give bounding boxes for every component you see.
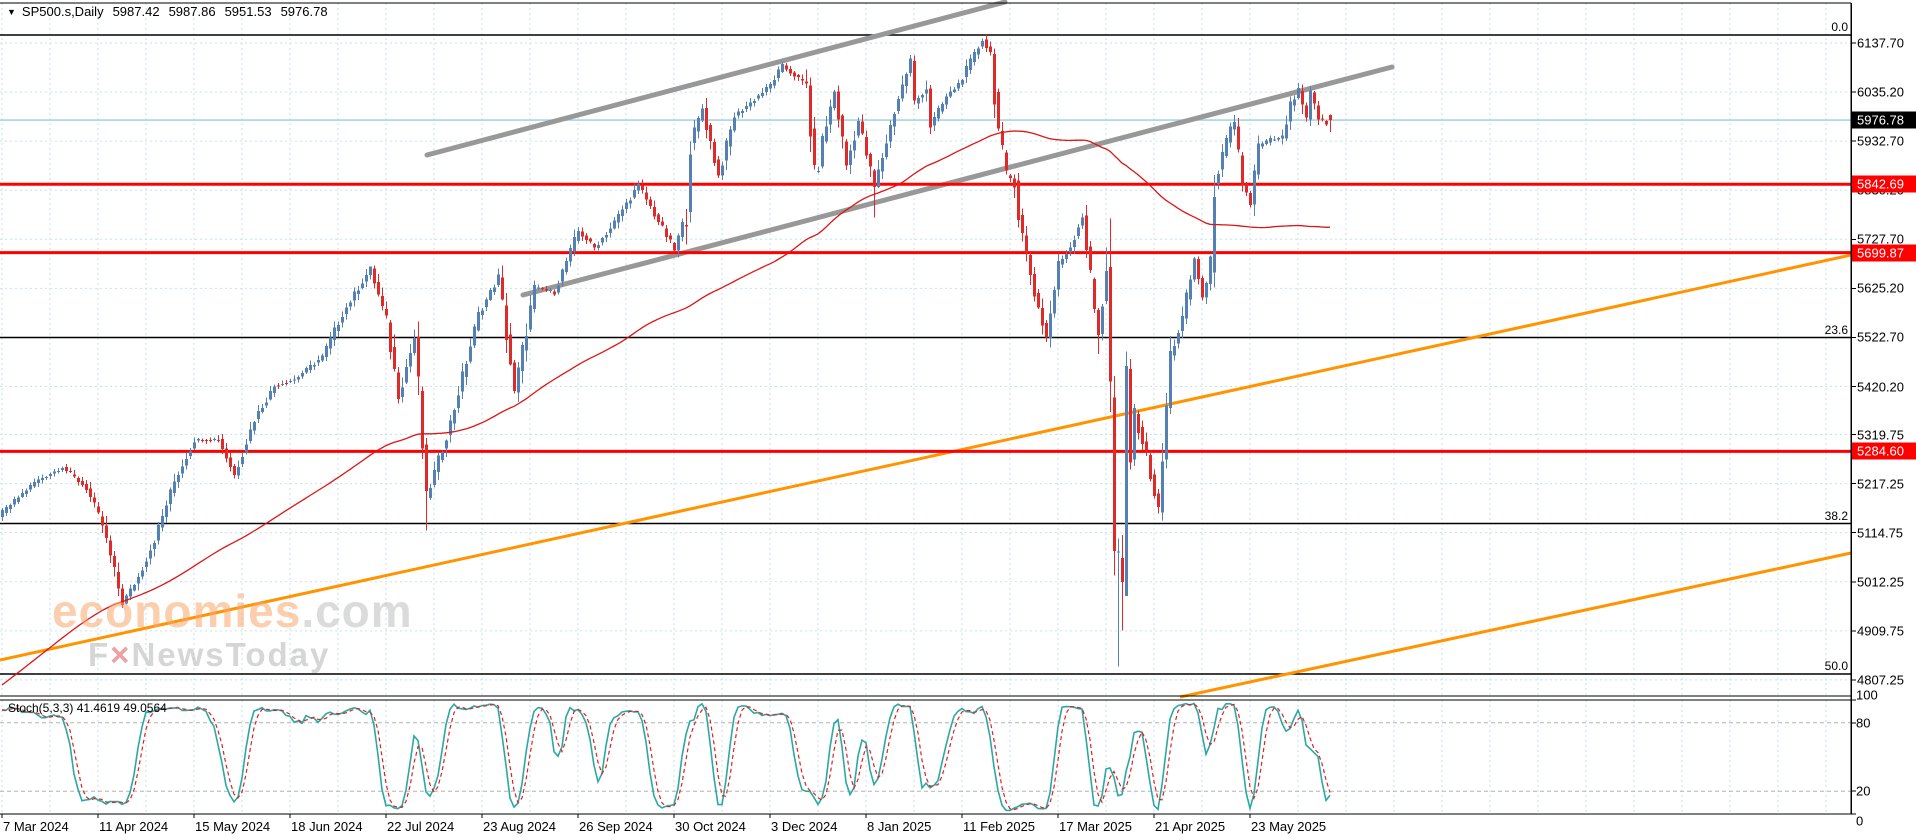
- price-axis-label: 5217.25: [1857, 476, 1904, 492]
- chart-header: ▼ SP500.s,Daily 5987.42 5987.86 5951.53 5976.…: [7, 4, 328, 19]
- watermark-x-icon: ×: [110, 636, 132, 673]
- chevron-down-icon[interactable]: ▼: [7, 7, 16, 17]
- grid-lines: [0, 3, 1851, 814]
- moving-average-line: [1, 130, 1331, 686]
- stochastic-lines: [1, 702, 1331, 812]
- watermark-domain: .com: [301, 585, 413, 637]
- price-axis-label: 6035.20: [1857, 84, 1904, 100]
- watermark-brand: economies: [52, 585, 302, 637]
- date-axis-label[interactable]: 23 May 2025: [1251, 819, 1327, 834]
- orange-trendlines: [0, 253, 1852, 699]
- price-axis-label: 5012.25: [1857, 574, 1904, 590]
- stochastic-axis-label: 0: [1856, 813, 1864, 829]
- symbol-timeframe-label: SP500.s,Daily: [21, 4, 104, 19]
- ohlc-low-value: 5951.53: [224, 4, 272, 19]
- watermark-sub-rest: NewsToday: [131, 636, 331, 673]
- price-axis-label: 5319.75: [1857, 427, 1904, 443]
- fib-level-label: 38.2: [1824, 508, 1848, 523]
- date-axis-label[interactable]: 17 Mar 2025: [1059, 819, 1132, 834]
- date-axis-label[interactable]: 8 Jan 2025: [867, 819, 932, 834]
- stochastic-main-line: [1, 702, 1331, 812]
- stochastic-axis-label: 100: [1856, 687, 1878, 703]
- date-axis-label[interactable]: 11 Feb 2025: [963, 819, 1036, 834]
- fib-level-label: 50.0: [1824, 659, 1848, 673]
- candles-group: [1, 34, 1332, 667]
- date-axis-label[interactable]: 11 Apr 2024: [99, 819, 169, 834]
- stochastic-indicator-label: Stoch(5,3,3) 41.4619 49.0564: [8, 701, 167, 715]
- date-axis-label[interactable]: 3 Dec 2024: [771, 819, 838, 834]
- stochastic-axis-label: 80: [1856, 715, 1871, 731]
- watermark-sub-f: F: [88, 636, 111, 673]
- watermark-logo: economies.com: [52, 588, 413, 634]
- price-axis-label: 5522.70: [1857, 329, 1904, 345]
- date-axis-label[interactable]: 15 May 2024: [195, 819, 271, 834]
- date-axis-label[interactable]: 18 Jun 2024: [291, 819, 363, 834]
- ohlc-open-value: 5987.42: [112, 4, 160, 19]
- fib-level-label: 23.6: [1824, 322, 1848, 337]
- date-axis-label[interactable]: 30 Oct 2024: [675, 819, 746, 834]
- gray-trend-channel: [424, 0, 1395, 298]
- price-axis-label: 5420.20: [1857, 379, 1904, 394]
- support-resistance-lines: [0, 182, 1851, 453]
- price-marker-label: 5842.69: [1852, 175, 1916, 193]
- price-axis-label: 5625.20: [1857, 280, 1904, 296]
- ohlc-high-value: 5987.86: [168, 4, 216, 19]
- price-axis-label: 4909.75: [1857, 623, 1904, 639]
- date-axis-label[interactable]: 22 Jul 2024: [387, 819, 455, 834]
- price-marker-label: 5284.60: [1852, 442, 1916, 460]
- moving-average: [1, 130, 1331, 686]
- fibonacci-lines: [0, 34, 1851, 675]
- date-axis-label[interactable]: 7 Mar 2024: [3, 819, 69, 834]
- fib-level-label: 0.0: [1831, 20, 1848, 34]
- price-axis-label: 5727.70: [1857, 231, 1904, 247]
- date-axis-label[interactable]: 26 Sep 2024: [579, 819, 653, 834]
- price-axis-label: 6137.70: [1857, 35, 1904, 51]
- price-marker-label: 5976.78: [1852, 111, 1916, 129]
- stochastic-signal-line: [1, 703, 1331, 811]
- price-axis-label: 4807.25: [1857, 672, 1904, 688]
- ohlc-close-value: 5976.78: [280, 4, 328, 19]
- watermark-subtitle: F×NewsToday: [88, 638, 330, 671]
- date-axis-label[interactable]: 23 Aug 2024: [483, 819, 557, 834]
- date-axis-label[interactable]: 21 Apr 2025: [1155, 819, 1226, 834]
- panel-borders: [0, 2, 1856, 818]
- price-axis-label: 5932.70: [1857, 133, 1904, 149]
- stochastic-axis-label: 20: [1856, 783, 1871, 799]
- price-axis-label: 5114.75: [1857, 525, 1904, 541]
- price-marker-label: 5699.87: [1852, 244, 1916, 262]
